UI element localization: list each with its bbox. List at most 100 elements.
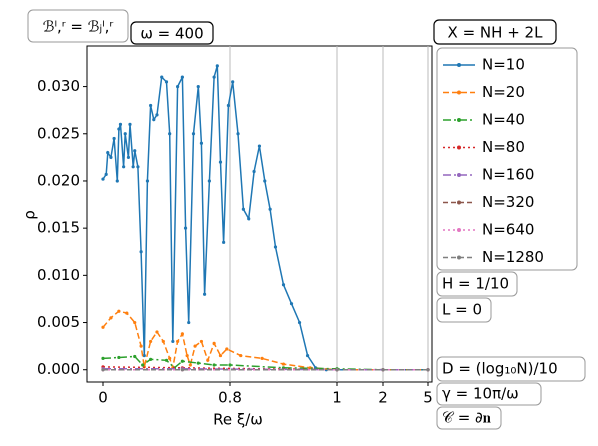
point bbox=[188, 363, 192, 367]
legend-label: N=20 bbox=[482, 83, 525, 101]
point bbox=[247, 217, 251, 221]
legend-title-box bbox=[433, 19, 557, 45]
point bbox=[149, 357, 153, 361]
annotation-box bbox=[436, 297, 492, 323]
point bbox=[149, 103, 153, 108]
point bbox=[199, 339, 204, 344]
annotation-box bbox=[436, 406, 502, 430]
point bbox=[335, 368, 339, 372]
point bbox=[139, 250, 143, 254]
point bbox=[241, 207, 245, 211]
point bbox=[164, 80, 169, 84]
point bbox=[168, 356, 172, 361]
x-axis-label: Re ξ/ω bbox=[213, 411, 263, 429]
annotation: L = 0 bbox=[442, 301, 482, 319]
point bbox=[252, 169, 256, 174]
point bbox=[281, 283, 286, 287]
point bbox=[161, 339, 165, 344]
point bbox=[117, 127, 121, 131]
point bbox=[180, 368, 184, 372]
annotation: D = (log₁₀N)/10 bbox=[442, 360, 558, 378]
annotation-box bbox=[436, 271, 518, 297]
point bbox=[101, 325, 105, 329]
point bbox=[305, 353, 310, 358]
point bbox=[191, 132, 196, 136]
point bbox=[212, 363, 216, 367]
point bbox=[426, 368, 430, 372]
x-tick-label: 0 bbox=[98, 389, 108, 407]
point bbox=[141, 363, 145, 367]
point bbox=[106, 151, 110, 155]
point bbox=[160, 75, 164, 79]
legend-label: N=80 bbox=[482, 138, 525, 156]
series-group bbox=[101, 64, 430, 372]
point bbox=[118, 122, 123, 126]
legend-label: N=1280 bbox=[482, 248, 544, 266]
point bbox=[101, 356, 105, 361]
point bbox=[125, 311, 129, 315]
point bbox=[236, 132, 240, 136]
point bbox=[171, 339, 175, 344]
point bbox=[112, 136, 116, 141]
point bbox=[155, 330, 159, 334]
y-axis-label: ρ bbox=[21, 210, 39, 220]
legend-marker bbox=[457, 228, 461, 232]
point bbox=[222, 240, 226, 244]
legend-marker bbox=[457, 63, 461, 67]
point bbox=[164, 358, 169, 362]
legend-marker bbox=[457, 173, 461, 177]
legend-marker bbox=[457, 145, 461, 150]
point bbox=[193, 344, 197, 348]
point bbox=[152, 118, 156, 122]
point bbox=[155, 113, 159, 117]
x-tick-label: 5 bbox=[423, 389, 433, 407]
point bbox=[133, 149, 137, 153]
y-tick-label: 0.005 bbox=[37, 313, 80, 331]
annotation: ω = 400 bbox=[140, 25, 203, 43]
point bbox=[187, 320, 191, 325]
annotation: 𝒞 = ∂𝐧 bbox=[442, 409, 491, 427]
point bbox=[133, 320, 137, 325]
point bbox=[239, 353, 243, 358]
annotation: ℬˡ,ʳ = ℬⱼˡ,ʳ bbox=[43, 18, 114, 36]
point bbox=[206, 358, 210, 362]
point bbox=[199, 141, 204, 145]
point bbox=[196, 361, 200, 365]
legend-label: N=160 bbox=[482, 166, 534, 184]
point bbox=[273, 245, 278, 249]
point bbox=[101, 177, 105, 181]
point bbox=[126, 155, 130, 159]
legend-label: N=40 bbox=[482, 111, 525, 129]
point bbox=[281, 362, 286, 366]
point bbox=[212, 75, 216, 79]
point bbox=[139, 344, 143, 348]
y-tick-label: 0.015 bbox=[37, 219, 80, 237]
point bbox=[176, 84, 180, 89]
legend-title: X = NH + 2L bbox=[448, 24, 544, 42]
annotation-box bbox=[130, 21, 214, 45]
point bbox=[207, 179, 211, 183]
point bbox=[263, 179, 267, 183]
point bbox=[142, 353, 146, 358]
legend-marker bbox=[457, 90, 461, 95]
point bbox=[176, 339, 180, 344]
point bbox=[168, 132, 172, 136]
point bbox=[185, 353, 189, 358]
point bbox=[257, 144, 262, 148]
series-line bbox=[102, 65, 428, 371]
point bbox=[218, 160, 223, 164]
point bbox=[131, 165, 135, 169]
series-line bbox=[102, 310, 428, 371]
point bbox=[260, 356, 264, 361]
annotation-box bbox=[27, 9, 129, 43]
x-tick-label: 2 bbox=[378, 389, 388, 407]
legend-label: N=320 bbox=[482, 193, 534, 211]
point bbox=[117, 309, 121, 313]
point bbox=[212, 341, 216, 345]
point bbox=[381, 368, 385, 372]
point bbox=[183, 226, 188, 230]
point bbox=[226, 103, 231, 108]
legend-label: N=10 bbox=[482, 56, 525, 74]
point bbox=[122, 165, 126, 169]
